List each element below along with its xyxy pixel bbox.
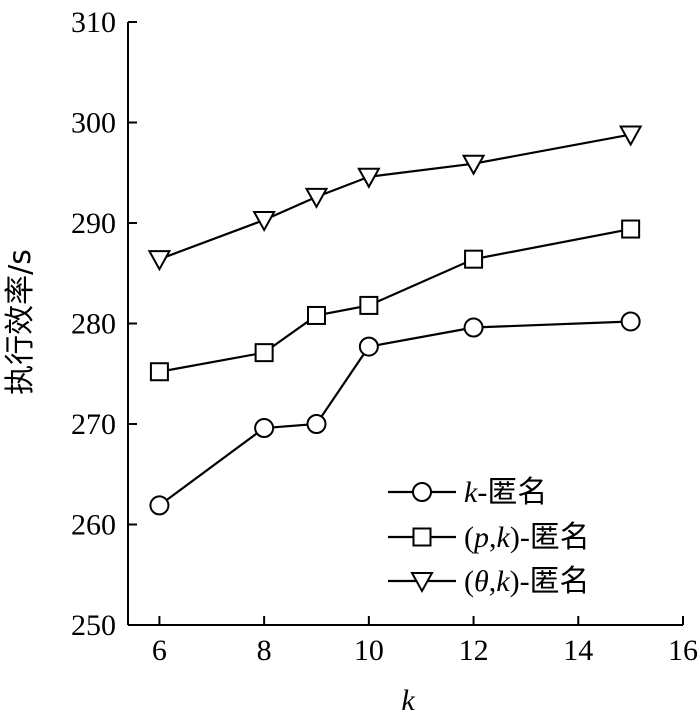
legend-marker [412,527,432,547]
data-point [149,362,169,382]
x-tick-label: 16 [668,634,698,667]
legend-entry: (p,k)-匿名 [388,521,590,554]
data-point [621,219,641,239]
y-tick-label: 300 [71,107,116,140]
data-point [147,250,172,272]
data-point [358,336,379,357]
x-tick-label: 6 [152,634,167,667]
data-point [254,343,274,363]
y-tick-label: 250 [71,609,116,642]
data-point [304,187,329,209]
series-line [158,320,631,507]
series-2 [149,219,641,382]
legend: k-匿名 (p,k)-匿名 (θ,k)-匿名 [388,476,590,598]
series-3 [147,125,643,272]
legend-entry: k-匿名 [388,476,547,509]
data-point [620,311,641,332]
y-axis: 250 260 270 280 290 300 310 [71,6,137,642]
data-point [357,167,381,189]
y-tick-label: 260 [71,509,116,542]
y-tick-label: 270 [71,408,116,441]
x-tick-label: 12 [459,634,489,667]
data-point [461,154,486,176]
x-tick-label: 10 [354,634,384,667]
x-axis-title: k [401,684,415,717]
legend-marker [410,572,434,594]
data-point [306,305,326,325]
x-tick-label: 8 [257,634,272,667]
data-point [306,414,327,434]
series-1 [149,311,641,516]
x-tick-label: 14 [563,634,593,667]
data-point [618,125,643,147]
legend-label: (θ,k)-匿名 [464,565,590,598]
series-line [159,133,631,261]
legend-label: (p,k)-匿名 [464,521,590,554]
legend-marker [412,482,432,502]
legend-entry: (θ,k)-匿名 [388,565,590,598]
data-point [252,210,276,233]
series-layer [147,125,643,516]
x-axis: 6 8 10 12 14 16 [152,616,698,667]
data-point [463,317,484,338]
data-point [149,495,170,516]
series-line [159,227,631,373]
y-tick-label: 290 [71,207,116,240]
data-point [464,249,484,269]
legend-label: k-匿名 [464,476,547,509]
y-axis-title: 执行效率/s [3,249,38,395]
y-tick-label: 310 [71,6,116,39]
data-point [359,295,379,315]
y-tick-label: 280 [71,308,116,341]
data-point [254,418,275,439]
